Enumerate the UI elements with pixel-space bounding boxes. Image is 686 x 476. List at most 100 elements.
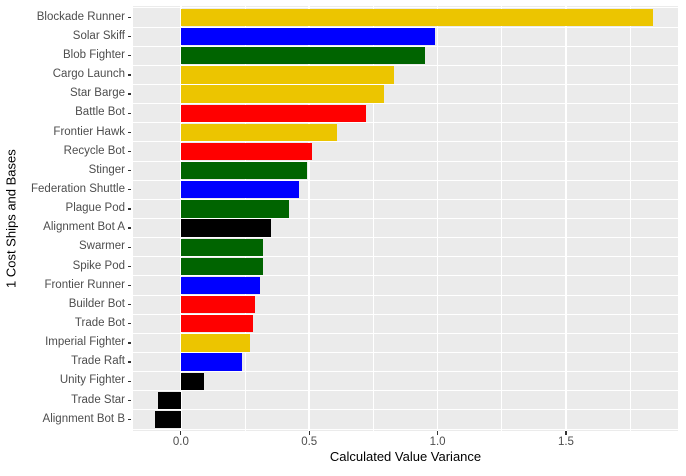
category-label: Alignment Bot A	[43, 221, 125, 234]
y-tick-mark	[127, 342, 131, 344]
gridline-horizontal	[133, 332, 678, 334]
gridline-horizontal	[133, 390, 678, 392]
x-tick-mark	[436, 431, 439, 435]
y-tick-mark	[127, 36, 131, 38]
y-tick-mark	[127, 227, 131, 229]
category-row: Alignment Bot B	[0, 411, 133, 429]
category-label: Star Barge	[70, 87, 125, 100]
category-row: Alignment Bot A	[0, 219, 133, 237]
x-axis: 0.0 0.5 1.0 1.5	[0, 431, 686, 453]
gridline-horizontal	[133, 237, 678, 239]
x-tick-mark	[565, 431, 567, 435]
bar-spike-pod	[180, 257, 264, 275]
category-row: Federation Shuttle	[0, 181, 133, 199]
category-label: Alignment Bot B	[42, 412, 125, 425]
category-row: Solar Skiff	[0, 28, 133, 46]
y-tick-mark	[127, 131, 131, 133]
gridline-major-vertical	[180, 6, 182, 431]
category-label: Trade Star	[71, 393, 125, 406]
x-tick-label: 1.5	[557, 436, 574, 448]
bar-battle-bot	[180, 104, 366, 122]
category-label: Plague Pod	[65, 202, 125, 215]
category-label: Frontier Hawk	[53, 125, 125, 138]
category-row: Battle Bot	[0, 104, 133, 122]
gridline-major-vertical	[436, 6, 439, 431]
category-label: Recycle Bot	[63, 144, 125, 157]
y-tick-mark	[127, 304, 131, 306]
gridline-horizontal	[133, 64, 678, 66]
gridline-horizontal	[133, 428, 678, 430]
category-label: Imperial Fighter	[45, 336, 125, 349]
category-label: Blockade Runner	[36, 10, 125, 23]
category-label: Swarmer	[78, 240, 125, 253]
category-row: Unity Fighter	[0, 372, 133, 390]
bar-blob-fighter	[180, 47, 425, 65]
gridline-horizontal	[133, 103, 678, 105]
category-row: Spike Pod	[0, 257, 133, 275]
category-label: Battle Bot	[75, 106, 125, 119]
category-label: Trade Bot	[74, 317, 125, 330]
bar-trade-bot	[180, 315, 253, 333]
y-tick-mark	[127, 380, 131, 382]
y-tick-mark	[127, 112, 131, 114]
gridline-major-vertical	[565, 6, 567, 431]
gridline-horizontal	[133, 7, 678, 9]
bar-blockade-runner	[180, 8, 654, 27]
bar-unity-fighter	[180, 372, 204, 390]
category-label: Blob Fighter	[62, 49, 125, 62]
category-label: Solar Skiff	[72, 29, 125, 42]
bar-trade-star	[157, 391, 181, 409]
y-axis-labels: Blockade Runner Solar Skiff Blob Fighter Ca…	[0, 6, 133, 431]
category-row: Stinger	[0, 162, 133, 180]
bar-swarmer	[180, 238, 264, 256]
y-tick-mark	[127, 189, 131, 191]
gridline-horizontal	[133, 352, 678, 353]
y-tick-mark	[127, 74, 131, 76]
category-label: Builder Bot	[68, 297, 125, 310]
bar-imperial-fighter	[180, 334, 251, 352]
y-tick-mark	[127, 93, 131, 95]
bar-frontier-hawk	[180, 123, 338, 141]
bar-star-barge	[180, 85, 384, 103]
gridline-horizontal	[133, 179, 678, 181]
y-tick-mark	[127, 208, 131, 210]
x-tick-label: 1.0	[429, 436, 446, 448]
bar-federation-shuttle	[180, 181, 299, 199]
y-tick-mark	[127, 16, 131, 19]
gridline-horizontal	[133, 26, 678, 28]
bar-frontier-runner	[180, 276, 261, 295]
x-tick-label: 0.0	[172, 436, 189, 448]
y-tick-mark	[127, 284, 131, 287]
gridline-horizontal	[133, 122, 678, 124]
category-row: Imperial Fighter	[0, 334, 133, 352]
plot-panel	[133, 6, 678, 431]
category-row: Swarmer	[0, 238, 133, 256]
category-row: Blob Fighter	[0, 47, 133, 65]
category-row: Trade Raft	[0, 353, 133, 371]
x-tick-mark	[180, 431, 182, 435]
gridline-horizontal	[133, 218, 678, 219]
y-tick-mark	[127, 323, 131, 325]
gridline-horizontal	[133, 275, 678, 277]
gridline-minor-vertical	[244, 6, 246, 431]
category-row: Plague Pod	[0, 200, 133, 218]
gridline-major-vertical	[308, 6, 310, 431]
bar-solar-skiff	[180, 28, 436, 46]
category-label: Unity Fighter	[59, 374, 125, 387]
y-tick-mark	[127, 399, 131, 401]
y-tick-mark	[127, 246, 131, 248]
gridline-horizontal	[133, 160, 678, 162]
gridline-horizontal	[133, 294, 678, 296]
bar-cargo-launch	[180, 66, 394, 84]
x-axis-title: Calculated Value Variance	[329, 449, 482, 464]
bar-recycle-bot	[180, 142, 312, 161]
gridline-horizontal	[133, 45, 678, 47]
y-tick-mark	[127, 55, 131, 57]
category-label: Federation Shuttle	[31, 183, 125, 196]
y-tick-mark	[127, 265, 131, 267]
bar-alignment-bot-a	[180, 219, 271, 237]
gridline-horizontal	[133, 371, 678, 373]
category-label: Trade Raft	[71, 355, 125, 368]
category-row: Star Barge	[0, 85, 133, 103]
